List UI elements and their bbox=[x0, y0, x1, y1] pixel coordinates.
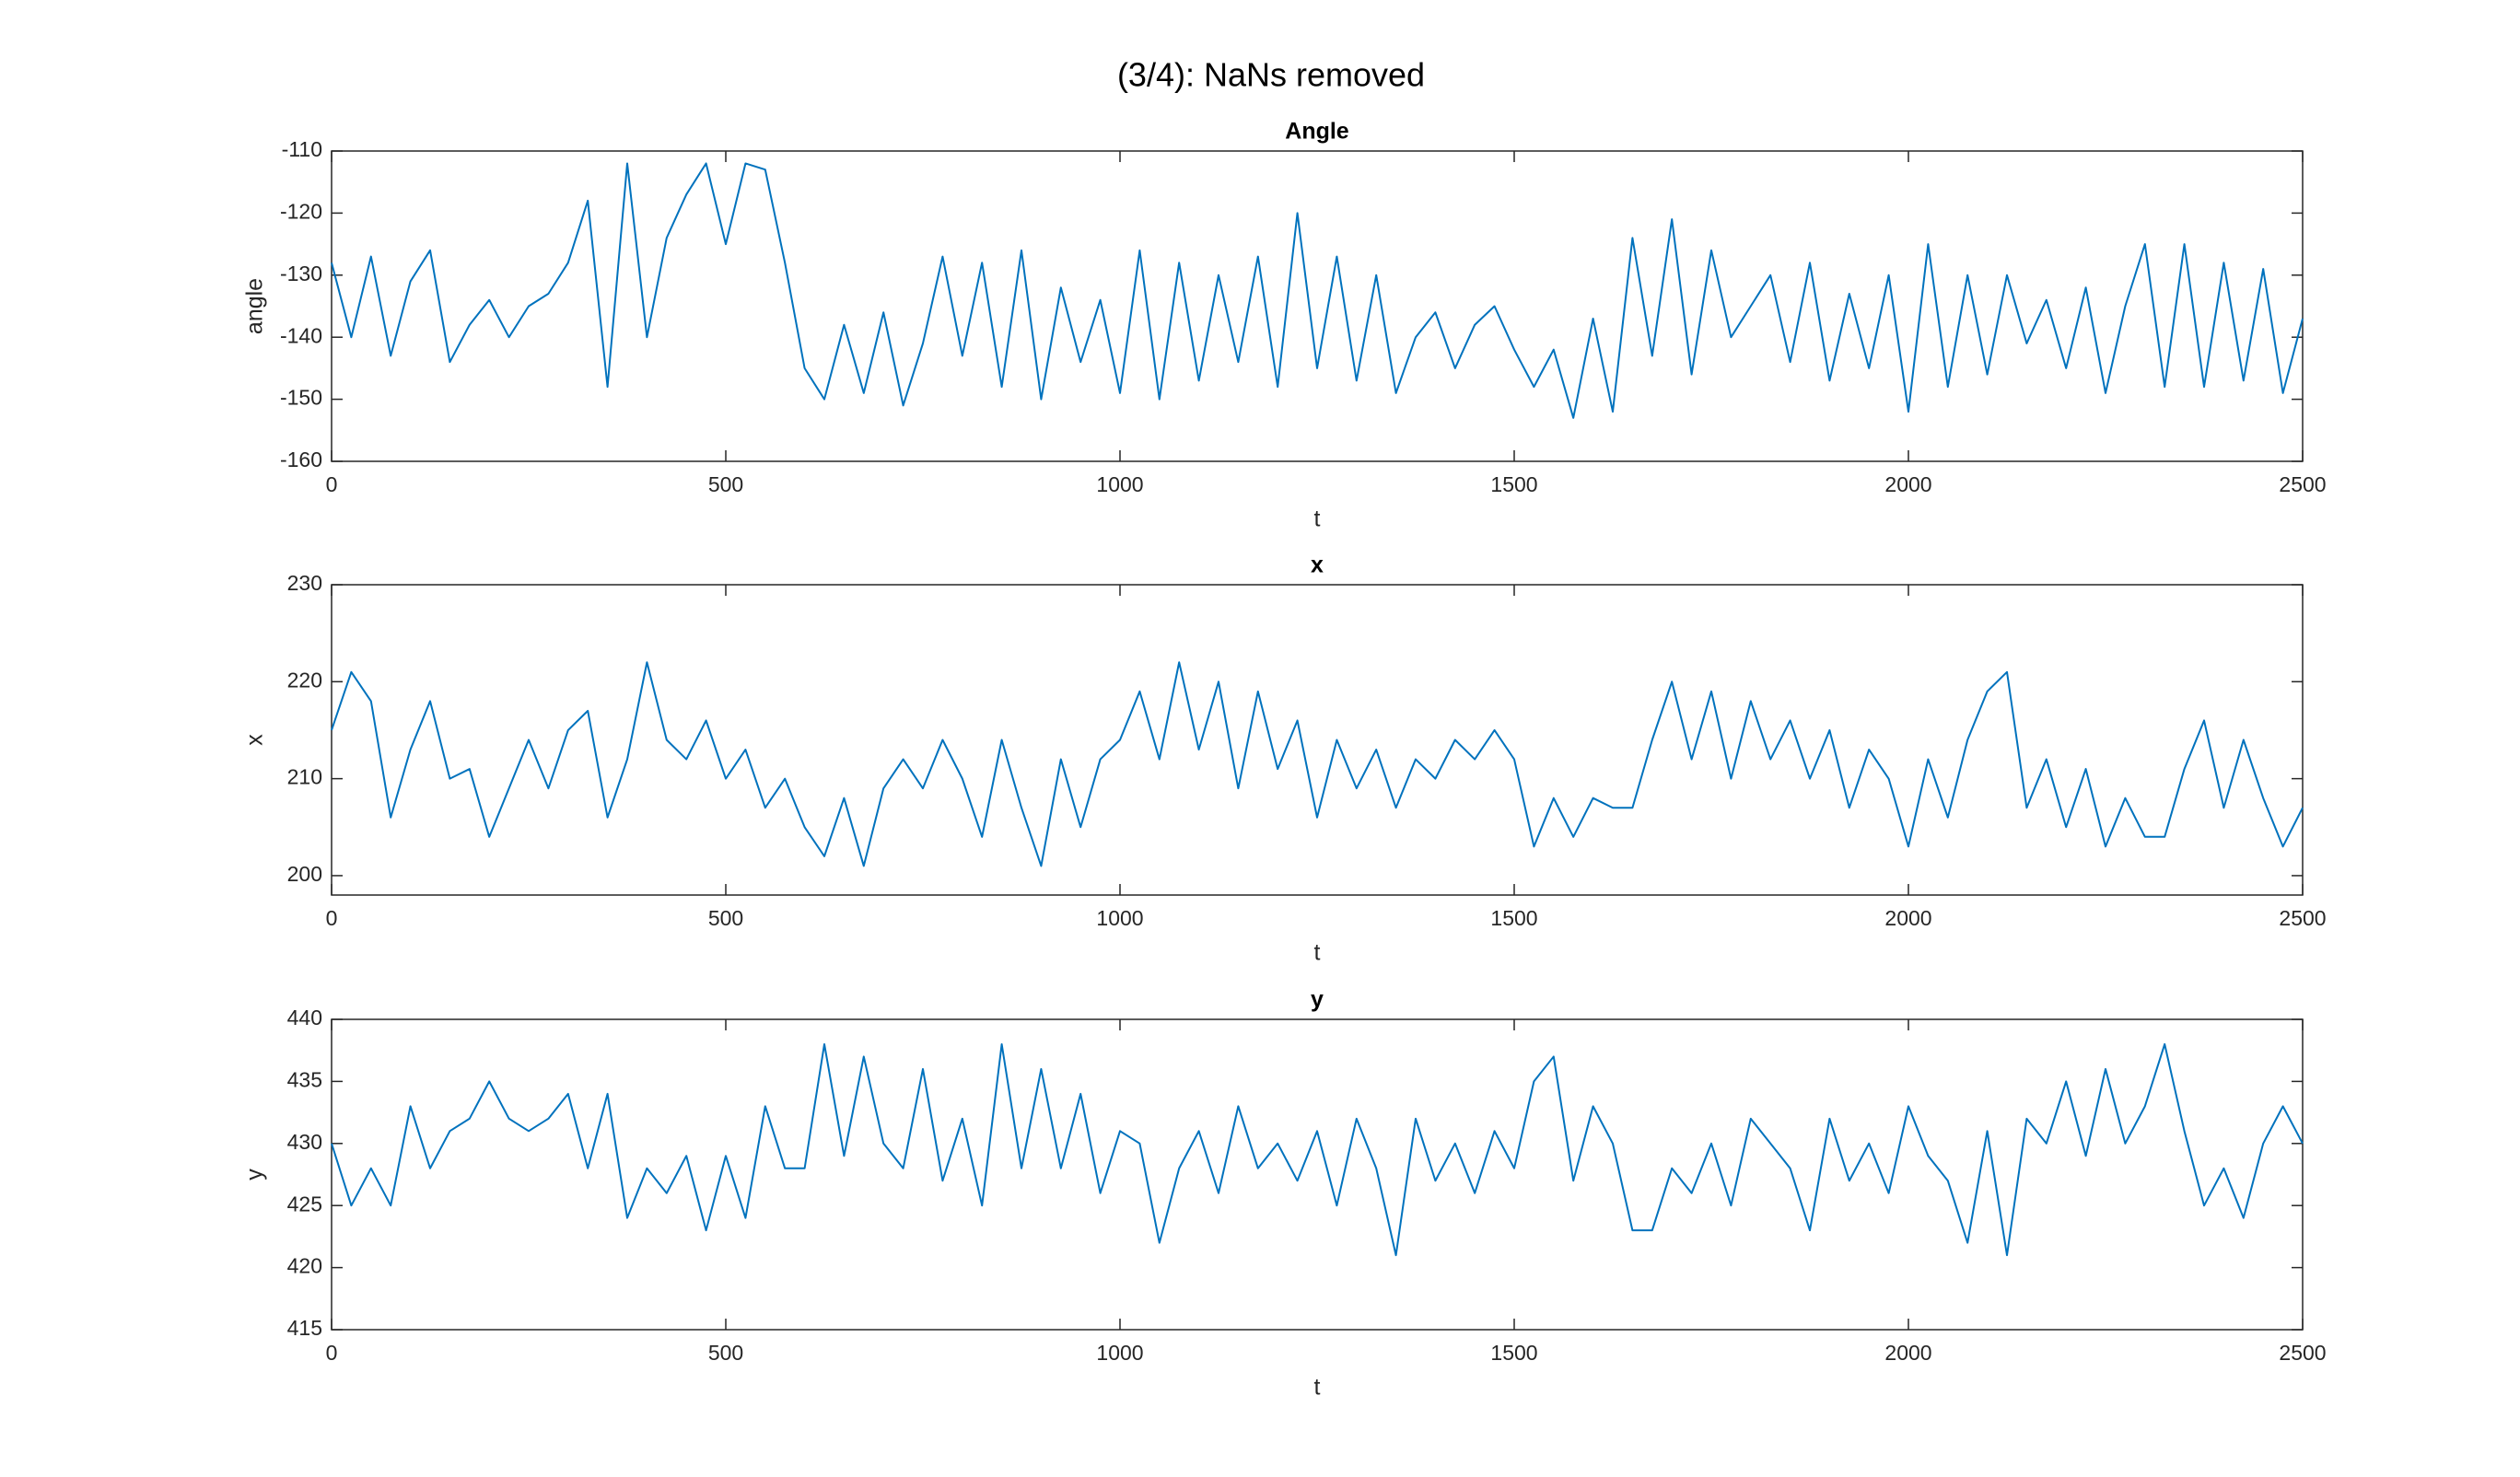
subplot: x t x 0 500 1000 1500 2000 2500 200 210 220 230 bbox=[242, 552, 2327, 966]
x-tick-label: 2500 bbox=[2279, 472, 2326, 496]
x-tick-label: 500 bbox=[708, 1341, 743, 1365]
y-axis-label: angle bbox=[242, 278, 268, 334]
y-axis-label: y bbox=[242, 1169, 268, 1180]
x-tick-label: 0 bbox=[326, 906, 338, 930]
x-tick-label: 500 bbox=[708, 906, 743, 930]
y-tick-label: 415 bbox=[287, 1316, 322, 1340]
subplot-title: Angle bbox=[1285, 119, 1349, 145]
y-tick-label: -140 bbox=[280, 323, 322, 347]
data-line bbox=[331, 1042, 2304, 1257]
subplot-title: y bbox=[1311, 987, 1324, 1013]
y-tick-label: 425 bbox=[287, 1192, 322, 1215]
x-tick-label: 1000 bbox=[1096, 1341, 1143, 1365]
x-tick-label: 0 bbox=[326, 1341, 338, 1365]
x-tick-label: 1000 bbox=[1096, 472, 1143, 496]
subplot-title: x bbox=[1311, 552, 1324, 578]
y-tick-label: 230 bbox=[287, 571, 322, 595]
y-tick-label: -150 bbox=[280, 386, 322, 410]
x-tick-label: 2000 bbox=[1884, 472, 1931, 496]
subplot: Angle t angle 0 500 1000 1500 2000 2500 -160 -150 -… bbox=[242, 119, 2327, 532]
x-tick-label: 1500 bbox=[1490, 472, 1537, 496]
x-tick-label: 1500 bbox=[1490, 906, 1537, 930]
data-line bbox=[331, 162, 2304, 419]
y-tick-label: -120 bbox=[280, 199, 322, 223]
y-tick-label: 440 bbox=[287, 1006, 322, 1029]
x-tick-label: 1000 bbox=[1096, 906, 1143, 930]
y-tick-label: 430 bbox=[287, 1130, 322, 1154]
axes-box bbox=[331, 584, 2304, 896]
x-tick-label: 2500 bbox=[2279, 1341, 2326, 1365]
x-axis-label: t bbox=[1314, 940, 1321, 966]
y-tick-label: 210 bbox=[287, 765, 322, 789]
y-tick-label: 420 bbox=[287, 1254, 322, 1278]
x-axis-label: t bbox=[1314, 506, 1321, 532]
axes-box bbox=[331, 150, 2304, 462]
y-tick-label: 435 bbox=[287, 1067, 322, 1091]
subplot: y t y 0 500 1000 1500 2000 2500 415 420 425 430 435 44… bbox=[242, 987, 2327, 1401]
x-tick-label: 0 bbox=[326, 472, 338, 496]
figure-title: (3/4): NaNs removed bbox=[1117, 56, 1425, 94]
x-axis-label: t bbox=[1314, 1375, 1321, 1401]
data-line bbox=[331, 661, 2304, 867]
x-tick-label: 2000 bbox=[1884, 906, 1931, 930]
x-tick-label: 1500 bbox=[1490, 1341, 1537, 1365]
axes-box bbox=[331, 1018, 2304, 1331]
y-tick-label: -160 bbox=[280, 448, 322, 471]
x-tick-label: 500 bbox=[708, 472, 743, 496]
y-tick-label: -110 bbox=[282, 137, 322, 161]
x-tick-label: 2500 bbox=[2279, 906, 2326, 930]
y-tick-label: 220 bbox=[287, 668, 322, 692]
y-axis-label: x bbox=[242, 734, 268, 746]
y-tick-label: 200 bbox=[287, 862, 322, 886]
x-tick-label: 2000 bbox=[1884, 1341, 1931, 1365]
y-tick-label: -130 bbox=[280, 262, 322, 285]
